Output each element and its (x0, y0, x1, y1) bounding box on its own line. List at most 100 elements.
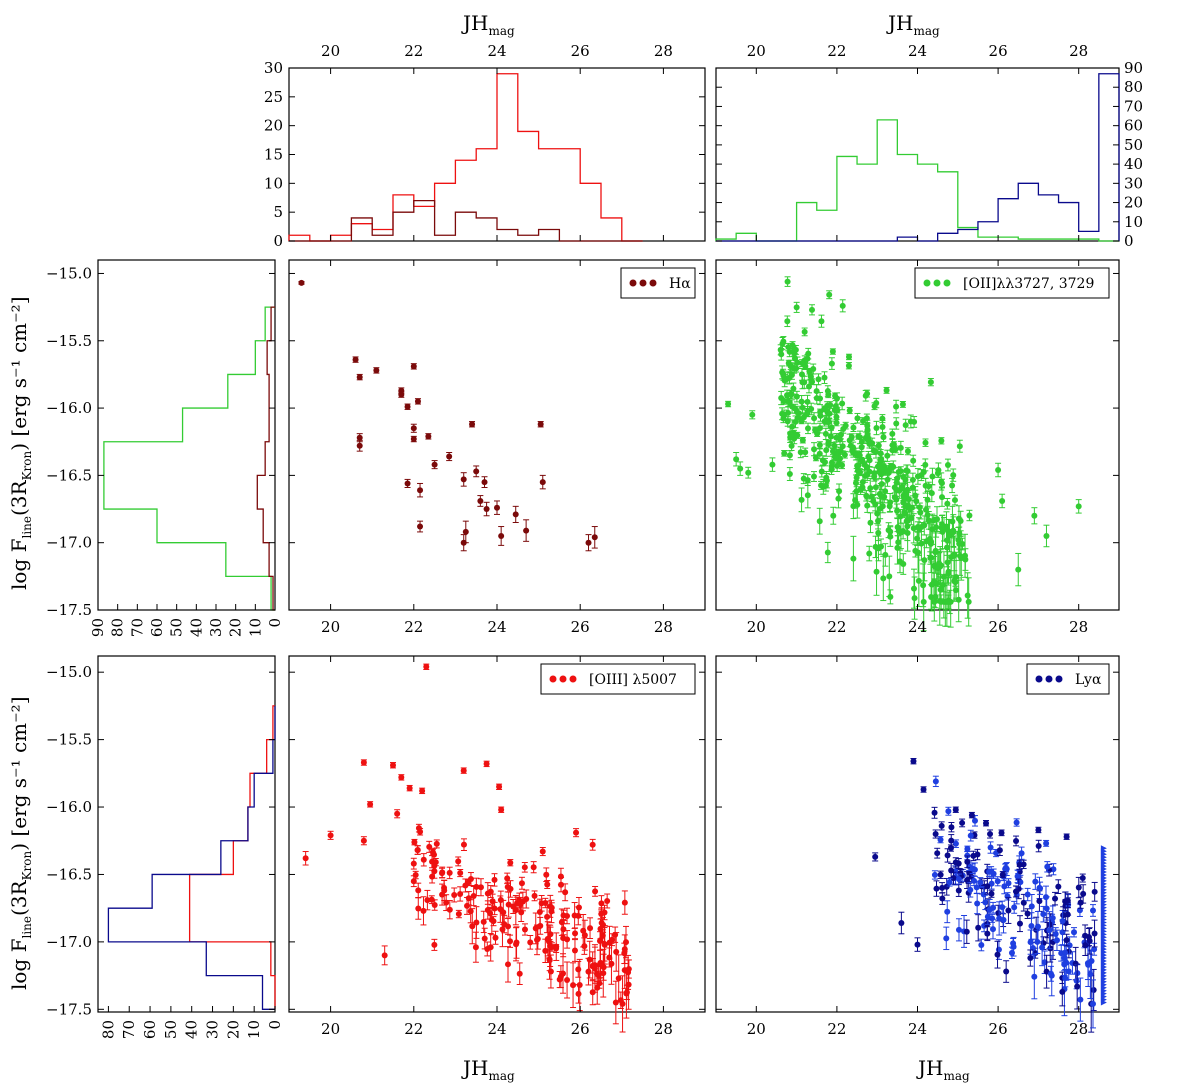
scatter_lya-point (943, 883, 950, 890)
scatter_oiii-xtick-label: 26 (571, 1020, 590, 1038)
scatter_oiii-point (521, 864, 528, 871)
x-axis-label-top-left: JHmag (461, 11, 515, 38)
scatter_oii-point (928, 490, 935, 497)
hist_side_lower-ytick-label: −16.5 (46, 865, 92, 883)
scatter_lya-point (1002, 864, 1009, 871)
scatter_lya-point (1043, 840, 1050, 847)
scatter_oii-point (864, 431, 871, 438)
scatter_oiii-legend-marker (559, 675, 567, 683)
scatter_oiii-point (491, 876, 498, 883)
scatter_oii-point (733, 456, 740, 463)
scatter_lya-point (872, 853, 879, 860)
scatter_oiii-point (410, 878, 417, 885)
scatter_oiii-legend-box (540, 663, 696, 695)
scatter_oiii-point (530, 864, 537, 871)
scatter_oiii-point (473, 883, 480, 890)
scatter_oiii-point (406, 785, 413, 792)
scatter_oii-xtick-label: 24 (908, 618, 927, 636)
scatter_lya-point (898, 920, 905, 926)
scatter_oiii-point (623, 939, 630, 946)
scatter_oii-point (1031, 512, 1038, 519)
scatter_oii-point (966, 512, 973, 519)
scatter_oiii-point (414, 847, 421, 854)
scatter_oiii-point (439, 870, 446, 877)
scatter_halpha-point (417, 487, 424, 494)
scatter_oiii-point (544, 935, 551, 942)
scatter_oii-point (808, 405, 815, 412)
scatter_oii-point (920, 582, 927, 589)
scatter_oii-point (964, 592, 971, 599)
scatter_oii-point (868, 493, 875, 500)
scatter_oii-point (920, 469, 927, 476)
scatter_halpha-legend-marker (629, 279, 637, 287)
scatter_lya-point (1011, 904, 1018, 911)
scatter_oiii-point (431, 941, 438, 948)
hist_side_lower-ytick-label: −15.5 (46, 731, 92, 749)
scatter_oii-point (965, 598, 972, 605)
scatter_oii-point (863, 492, 870, 499)
hist_side_upper-ytick-label: −16.5 (46, 466, 92, 484)
scatter_lya-point (1079, 875, 1086, 882)
hist_side_upper-xtick-label: 90 (89, 618, 107, 637)
scatter_oiii-point (431, 902, 438, 909)
scatter_oii-point (811, 415, 818, 422)
scatter-oiii: 20 22 24 26 28 [OIII] λ5007 (288, 655, 706, 1038)
scatter_lya-point (1046, 927, 1053, 934)
scatter_oiii-point (558, 881, 565, 888)
scatter_lya-point (1082, 932, 1089, 939)
scatter_oii-point (883, 387, 890, 394)
scatter_oii-point (854, 415, 861, 422)
scatter_oiii-point (360, 759, 367, 766)
scatter_oii-legend-label: [OII]λλ3727, 3729 (963, 276, 1094, 292)
scatter_oii-point (874, 510, 881, 517)
hist_side_lower-xtick-label: 30 (204, 1020, 222, 1039)
scatter_oiii-point (547, 968, 554, 975)
scatter_lya-point (971, 817, 978, 824)
scatter_halpha-point (356, 442, 363, 449)
scatter_lya-point (1024, 891, 1031, 898)
scatter_oiii-point (600, 970, 607, 977)
scatter_oii-legend-marker (933, 279, 941, 287)
scatter_oii-point (811, 446, 818, 453)
scatter_oii-point (832, 392, 839, 399)
hist_top_right-ytick-label: 80 (1124, 78, 1143, 96)
scatter_oii-point (910, 525, 917, 532)
scatter_lya-point (1052, 895, 1059, 902)
scatter_oii-point (830, 512, 837, 519)
scatter_lya-point (1001, 883, 1008, 890)
scatter_oii-point (894, 544, 901, 551)
scatter_oiii-point (398, 774, 405, 781)
scatter_oii-point (938, 437, 945, 444)
scatter_oii-point (910, 457, 917, 464)
hist_side_lower-xtick-label: 20 (224, 1020, 242, 1039)
scatter_oii-point (887, 528, 894, 535)
scatter_oiii-point (570, 982, 577, 989)
hist_side_upper-xtick-label: 50 (168, 618, 186, 637)
scatter_oii-point (812, 454, 819, 461)
scatter_lya-point (996, 847, 1003, 854)
scatter_oiii-point (538, 900, 545, 907)
scatter_oii-point (864, 422, 871, 429)
scatter_oii-point (778, 351, 785, 358)
scatter_oiii-point (477, 884, 484, 891)
scatter_oii-point (826, 410, 833, 417)
scatter_oiii-points (302, 663, 632, 1033)
scatter_oiii-point (426, 843, 433, 850)
scatter_oii-point (936, 560, 943, 567)
scatter_lya-point (974, 851, 981, 858)
scatter_lya-point (987, 844, 994, 851)
scatter_oii-point (866, 550, 873, 557)
scatter_oiii-point (491, 905, 498, 912)
scatter_lya-point (1010, 940, 1017, 947)
scatter_oii-points (725, 276, 1082, 632)
scatter_lya-point (939, 884, 946, 891)
scatter_lya-point (1027, 939, 1034, 946)
scatter_lya-point (988, 868, 995, 875)
scatter_halpha-frame (288, 259, 706, 611)
hist_top_right-series-step (716, 73, 1120, 242)
scatter_oiii-point (572, 930, 579, 937)
scatter_halpha-point (356, 434, 363, 441)
scatter_lya-point (955, 926, 962, 933)
scatter_oii-point (899, 401, 906, 408)
hist_top_right-xtick-label: 22 (827, 42, 846, 60)
